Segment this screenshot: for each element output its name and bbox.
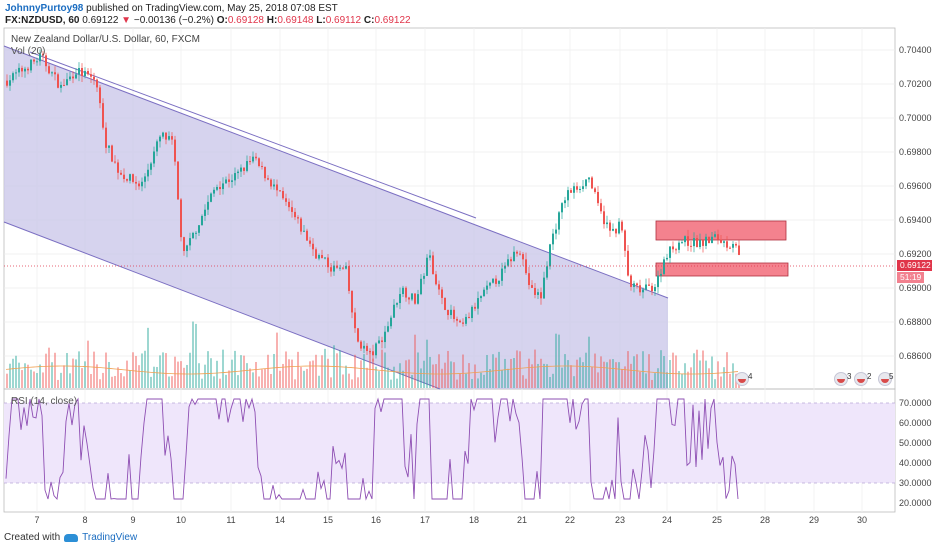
author-link[interactable]: JohnnyPurtoy98 [5,3,84,14]
publish-info: JohnnyPurtoy98 published on TradingView.… [5,3,338,14]
price-axis[interactable]: 0.70400 0.70200 0.70000 0.69800 0.69600 0.694… [899,45,932,361]
price-tick-label: 0.69200 [899,249,932,259]
rsi-tick-label: 70.0000 [899,398,932,408]
volume-ma-line [5,365,739,375]
volume-label: Vol (20) [11,46,46,57]
close-value: 0.69122 [374,15,411,26]
event-count: 2 [867,372,872,381]
high-value: 0.69148 [277,15,314,26]
candlesticks [6,49,740,362]
channel-upper-line[interactable] [3,45,669,299]
support-zone[interactable] [655,262,789,277]
price-tick-label: 0.68800 [899,317,932,327]
event-count: 3 [847,372,852,381]
rsi-tick-label: 50.0000 [899,438,932,448]
date-tick-label: 17 [420,515,430,525]
event-flag-icon[interactable] [854,372,868,386]
price-tick-label: 0.68600 [899,351,932,361]
date-tick-label: 10 [176,515,186,525]
bar-countdown-tag: 51:19 [897,272,925,283]
rsi-tick-label: 60.0000 [899,418,932,428]
event-flag-icon[interactable] [834,372,848,386]
open-label: O: [216,15,228,26]
symbol-line: FX:NZDUSD, 60 0.69122 ▼ −0.00136 (−0.2%)… [5,15,411,26]
event-count: 5 [889,372,894,381]
date-tick-label: 8 [82,515,87,525]
date-tick-label: 30 [857,515,867,525]
price-tick-label: 0.69600 [899,181,932,191]
price-tick-label: 0.70000 [899,113,932,123]
publish-text: published on TradingView.com, May 25, 20… [86,3,338,14]
date-tick-label: 22 [565,515,575,525]
price-tick-label: 0.69000 [899,283,932,293]
date-tick-label: 18 [469,515,479,525]
date-tick-label: 25 [712,515,722,525]
close-label: C: [363,15,375,26]
last-price: 0.69122 [82,15,119,26]
date-tick-label: 15 [323,515,333,525]
tradingview-logo-icon[interactable] [64,533,79,543]
date-tick-label: 24 [662,515,672,525]
symbol-label: FX:NZDUSD, 60 [5,15,80,26]
created-with-text: Created with [4,532,61,543]
footer: Created with TradingView [4,532,137,543]
event-flag-icon[interactable] [735,372,749,386]
event-flag-icon[interactable] [878,372,892,386]
date-tick-label: 29 [809,515,819,525]
low-value: 0.69112 [325,15,362,26]
high-label: H: [266,15,278,26]
date-tick-label: 16 [371,515,381,525]
date-tick-label: 7 [34,515,39,525]
current-price-tag: 0.69122 [897,260,932,271]
chart-title: New Zealand Dollar/U.S. Dollar, 60, FXCM [11,34,200,45]
channel-lower-line[interactable] [3,221,441,390]
price-tick-label: 0.70200 [899,79,932,89]
price-tick-label: 0.70400 [899,45,932,55]
down-arrow-icon: ▼ [121,15,132,26]
price-tick-label: 0.69800 [899,147,932,157]
date-axis[interactable]: 7 8 9 10 11 14 15 16 17 18 21 22 23 24 25 28 29 30 [34,515,867,525]
date-tick-label: 21 [517,515,527,525]
date-tick-label: 23 [615,515,625,525]
date-tick-label: 28 [760,515,770,525]
rsi-tick-label: 40.0000 [899,458,932,468]
rsi-tick-label: 30.0000 [899,478,932,488]
rsi-line [5,397,739,501]
trend-line[interactable] [29,51,477,219]
date-tick-label: 9 [130,515,135,525]
date-tick-label: 14 [275,515,285,525]
low-label: L: [316,15,326,26]
event-count: 4 [748,372,753,381]
rsi-tick-label: 20.0000 [899,498,932,508]
price-tick-label: 0.69400 [899,215,932,225]
rsi-label: RSI (14, close) [11,396,78,407]
rsi-axis[interactable]: 70.0000 60.0000 50.0000 40.0000 30.0000 20.00… [899,398,932,508]
descending-channel[interactable] [4,46,668,389]
price-change: −0.00136 (−0.2%) [133,15,214,26]
tradingview-link[interactable]: TradingView [82,532,138,543]
date-tick-label: 11 [226,515,235,525]
open-value: 0.69128 [227,15,264,26]
